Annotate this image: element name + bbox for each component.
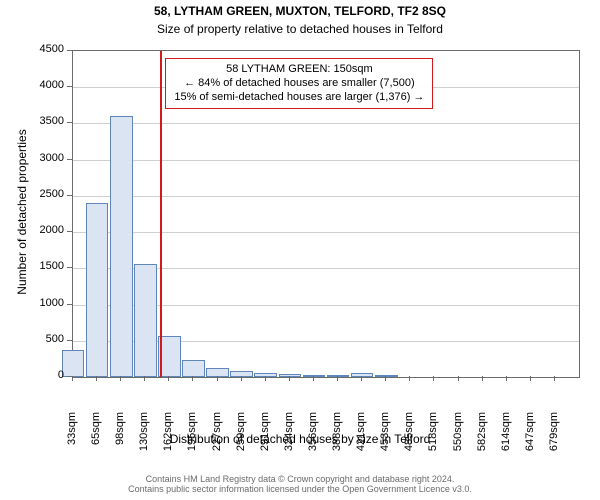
ytick-mark	[67, 231, 72, 232]
xtick-label: 647sqm	[524, 412, 536, 462]
xtick-label: 324sqm	[283, 412, 295, 462]
xtick-label: 259sqm	[235, 412, 247, 462]
bar	[86, 203, 109, 377]
bar	[182, 360, 205, 377]
ytick-label: 3500	[0, 115, 64, 127]
ytick-mark	[67, 50, 72, 51]
xtick-label: 98sqm	[114, 412, 126, 462]
xtick-label: 227sqm	[211, 412, 223, 462]
xtick-label: 65sqm	[90, 412, 102, 462]
ytick-mark	[67, 267, 72, 268]
xtick-mark	[361, 376, 362, 381]
ytick-label: 4500	[0, 43, 64, 55]
xtick-mark	[192, 376, 193, 381]
marker-callout: 58 LYTHAM GREEN: 150sqm ← 84% of detache…	[165, 58, 433, 109]
xtick-mark	[530, 376, 531, 381]
gridline	[73, 196, 579, 197]
xtick-mark	[313, 376, 314, 381]
xtick-label: 453sqm	[379, 412, 391, 462]
bar	[279, 374, 302, 377]
bar	[303, 375, 326, 377]
bar	[62, 350, 85, 377]
xtick-mark	[458, 376, 459, 381]
xtick-label: 195sqm	[186, 412, 198, 462]
xtick-label: 388sqm	[331, 412, 343, 462]
xtick-mark	[482, 376, 483, 381]
bar	[110, 116, 133, 377]
gridline	[73, 123, 579, 124]
xtick-mark	[168, 376, 169, 381]
y-axis-label: Number of detached properties	[15, 49, 29, 375]
ytick-label: 0	[0, 369, 64, 381]
xtick-label: 679sqm	[548, 412, 560, 462]
copyright-text: Contains HM Land Registry data © Crown c…	[0, 474, 600, 494]
xtick-label: 356sqm	[307, 412, 319, 462]
xtick-mark	[217, 376, 218, 381]
ytick-mark	[67, 159, 72, 160]
ytick-label: 3000	[0, 152, 64, 164]
ytick-label: 1000	[0, 297, 64, 309]
xtick-label: 291sqm	[259, 412, 271, 462]
xtick-mark	[144, 376, 145, 381]
ytick-mark	[67, 86, 72, 87]
xtick-label: 421sqm	[355, 412, 367, 462]
copyright-line1: Contains HM Land Registry data © Crown c…	[0, 474, 600, 484]
chart-title-line1: 58, LYTHAM GREEN, MUXTON, TELFORD, TF2 8…	[0, 4, 600, 18]
xtick-label: 33sqm	[66, 412, 78, 462]
bar	[134, 264, 157, 377]
xtick-mark	[506, 376, 507, 381]
ytick-mark	[67, 195, 72, 196]
ytick-label: 1500	[0, 260, 64, 272]
xtick-label: 162sqm	[162, 412, 174, 462]
xtick-mark	[120, 376, 121, 381]
marker-line	[160, 51, 162, 377]
ytick-label: 4000	[0, 79, 64, 91]
callout-line3: 15% of semi-detached houses are larger (…	[174, 91, 424, 105]
xtick-label: 614sqm	[500, 412, 512, 462]
xtick-mark	[72, 376, 73, 381]
xtick-label: 582sqm	[476, 412, 488, 462]
xtick-label: 550sqm	[452, 412, 464, 462]
ytick-label: 2500	[0, 188, 64, 200]
xtick-mark	[241, 376, 242, 381]
xtick-mark	[96, 376, 97, 381]
xtick-mark	[385, 376, 386, 381]
callout-line2: ← 84% of detached houses are smaller (7,…	[174, 77, 424, 91]
callout-line1: 58 LYTHAM GREEN: 150sqm	[174, 63, 424, 77]
xtick-mark	[433, 376, 434, 381]
copyright-line2: Contains public sector information licen…	[0, 484, 600, 494]
ytick-label: 2000	[0, 224, 64, 236]
xtick-label: 130sqm	[138, 412, 150, 462]
ytick-label: 500	[0, 333, 64, 345]
xtick-mark	[289, 376, 290, 381]
xtick-mark	[554, 376, 555, 381]
gridline	[73, 160, 579, 161]
chart-container: { "title": { "line1": "58, LYTHAM GREEN,…	[0, 0, 600, 500]
xtick-mark	[337, 376, 338, 381]
chart-title-line2: Size of property relative to detached ho…	[0, 22, 600, 36]
gridline	[73, 232, 579, 233]
xtick-mark	[409, 376, 410, 381]
xtick-label: 485sqm	[403, 412, 415, 462]
ytick-mark	[67, 122, 72, 123]
xtick-label: 518sqm	[427, 412, 439, 462]
ytick-mark	[67, 340, 72, 341]
xtick-mark	[265, 376, 266, 381]
ytick-mark	[67, 304, 72, 305]
